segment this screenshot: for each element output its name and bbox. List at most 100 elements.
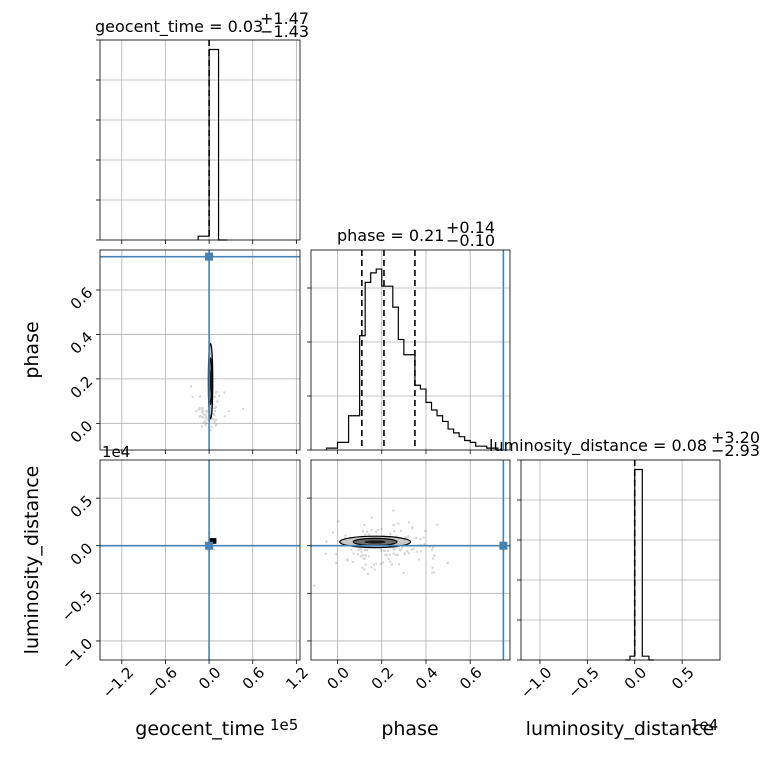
offset-luminosity-distance-x: 1e4 — [690, 716, 718, 734]
hist-luminosity-distance-xtick-label: 0.0 — [621, 664, 651, 694]
scatter-dist-phase-sample-point — [422, 536, 425, 539]
scatter-dist-phase-sample-point — [385, 554, 389, 557]
hist-luminosity-distance-xtick-label: −1.0 — [517, 664, 555, 702]
xlabel-phase: phase — [381, 718, 438, 740]
title-luminosity-distance-minus: −2.93 — [711, 441, 760, 460]
scatter-phase-geocent-sample-point — [203, 420, 207, 423]
xlabel-luminosity-distance: luminosity_distance — [526, 718, 715, 740]
scatter-dist-phase-sample-point — [363, 557, 366, 560]
scatter-dist-phase-frame — [310, 459, 511, 661]
scatter-phase-geocent-sample-point — [223, 391, 226, 394]
scatter-dist-phase-sample-point — [374, 562, 378, 565]
scatter-phase-geocent-sample-point — [214, 424, 217, 427]
hist-phase-grid — [311, 250, 510, 451]
scatter-dist-phase-xtick-label: 0.4 — [412, 664, 442, 694]
scatter-dist-phase-sample-point — [360, 566, 364, 569]
scatter-phase-geocent-sample-point — [191, 395, 194, 399]
scatter-phase-geocent-sample-point — [215, 423, 218, 426]
scatter-dist-phase-sample-point — [387, 557, 390, 561]
scatter-dist-phase-sample-point — [383, 549, 387, 553]
scatter-dist-phase-sample-point — [403, 553, 407, 556]
scatter-dist-geocent-xtick-label: −0.6 — [143, 664, 181, 702]
scatter-dist-phase-sample-point — [417, 558, 421, 561]
hist-geocent-time-frame — [99, 39, 301, 241]
scatter-dist-phase-sample-point — [411, 526, 414, 529]
scatter-phase-geocent-ytick-label: 0.0 — [67, 417, 97, 447]
scatter-phase-geocent-truth-marker — [205, 252, 214, 261]
scatter-dist-geocent-ytick-label: −1.0 — [58, 635, 96, 673]
scatter-phase-geocent-sample-point — [201, 410, 204, 413]
scatter-dist-phase-sample-point — [373, 568, 377, 571]
title-phase-minus: −0.10 — [446, 231, 495, 250]
scatter-phase-geocent-sample-point — [213, 396, 216, 399]
scatter-dist-phase-xtick-label: 0.2 — [368, 664, 398, 694]
scatter-phase-geocent-sample-point — [205, 411, 208, 414]
scatter-dist-phase-sample-point — [313, 584, 316, 587]
scatter-dist-phase-sample-point — [382, 549, 386, 552]
scatter-dist-phase-xtick-label: 0.0 — [323, 664, 353, 694]
scatter-dist-phase-sample-point — [419, 537, 422, 540]
scatter-dist-phase-sample-point — [344, 534, 347, 537]
scatter-phase-geocent-ytick-label: 0.6 — [67, 284, 97, 314]
scatter-dist-phase-sample-point — [357, 548, 360, 551]
scatter-dist-phase-sample-point — [389, 532, 392, 536]
scatter-dist-phase-sample-point — [397, 522, 400, 525]
scatter-dist-phase-sample-point — [419, 550, 423, 553]
scatter-dist-phase-sample-point — [411, 527, 414, 530]
scatter-dist-phase-sample-point — [335, 552, 338, 556]
scatter-phase-geocent-sample-point — [213, 406, 217, 410]
scatter-phase-geocent-samples — [189, 385, 245, 432]
scatter-dist-phase-sample-point — [424, 529, 427, 533]
scatter-phase-geocent-sample-point — [211, 417, 214, 420]
hist-luminosity-distance-grid — [521, 459, 720, 661]
scatter-dist-phase-sample-point — [370, 566, 373, 569]
scatter-phase-geocent-sample-point — [223, 415, 226, 418]
scatter-dist-geocent-panel: −1.0 −0.5 0.0 0.5 −1.2 −0.6 0.0 0.6 1.2 — [58, 459, 312, 702]
scatter-dist-phase-sample-point — [392, 524, 395, 527]
title-geocent-time: geocent_time = 0.03 — [95, 17, 263, 37]
hist-luminosity-distance-xtick-label: 0.5 — [668, 664, 698, 694]
scatter-dist-phase-sample-point — [331, 531, 335, 534]
scatter-dist-phase-sample-point — [379, 548, 383, 552]
scatter-dist-phase-sample-point — [363, 548, 366, 552]
scatter-phase-geocent-sample-point — [214, 418, 218, 422]
scatter-dist-phase-sample-point — [350, 548, 353, 551]
scatter-dist-phase-sample-point — [365, 530, 369, 533]
scatter-phase-geocent-sample-point — [201, 409, 205, 412]
scatter-dist-phase-sample-point — [392, 524, 395, 527]
scatter-dist-phase-sample-point — [431, 566, 434, 569]
scatter-dist-phase-sample-point — [364, 533, 367, 536]
scatter-dist-phase-sample-point — [388, 553, 392, 556]
ylabel-luminosity-distance: luminosity_distance — [21, 466, 43, 655]
scatter-dist-phase-sample-point — [430, 548, 434, 551]
scatter-phase-geocent-sample-point — [204, 414, 208, 417]
scatter-dist-phase-sample-point — [367, 533, 371, 536]
hist-luminosity-distance-histogram — [625, 468, 654, 661]
scatter-dist-phase-sample-point — [407, 552, 410, 555]
scatter-dist-phase-sample-point — [362, 554, 365, 557]
scatter-dist-phase-sample-point — [446, 561, 449, 565]
scatter-phase-geocent-sample-point — [195, 410, 198, 413]
title-luminosity-distance: luminosity_distance = 0.08 — [489, 436, 707, 456]
scatter-dist-phase-sample-point — [370, 528, 373, 532]
scatter-dist-geocent-xtick-label: 0.0 — [195, 664, 225, 694]
scatter-phase-geocent-sample-point — [204, 417, 207, 420]
scatter-dist-phase-sample-point — [380, 527, 383, 531]
scatter-dist-phase-sample-point — [372, 563, 376, 567]
scatter-phase-geocent-panel: 0.0 0.2 0.4 0.6 — [67, 249, 301, 454]
scatter-dist-geocent-xtick-label: 0.6 — [239, 664, 269, 694]
hist-luminosity-distance-frame — [520, 459, 721, 661]
scatter-phase-geocent-sample-point — [215, 391, 218, 394]
hist-geocent-time-histogram — [197, 48, 228, 241]
scatter-dist-phase-sample-point — [384, 553, 387, 556]
scatter-dist-phase-panel: 0.0 0.2 0.4 0.6 — [307, 459, 511, 694]
scatter-dist-phase-sample-point — [397, 563, 401, 566]
scatter-dist-geocent-grid — [100, 460, 300, 660]
scatter-dist-phase-sample-point — [402, 571, 405, 575]
scatter-dist-phase-sample-point — [356, 553, 360, 556]
scatter-phase-geocent-contour-core — [209, 369, 212, 393]
hist-geocent-time-grid — [100, 39, 300, 241]
scatter-phase-geocent-sample-point — [205, 422, 208, 425]
scatter-dist-geocent-frame — [99, 459, 301, 661]
